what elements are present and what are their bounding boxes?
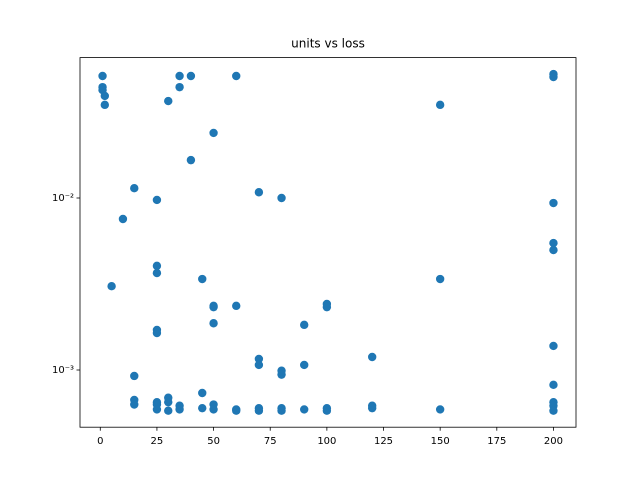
point — [198, 403, 207, 413]
axes-frame — [79, 57, 577, 428]
point — [100, 100, 110, 110]
point — [175, 405, 184, 414]
x-tick-label: 150 — [431, 436, 450, 447]
point — [209, 405, 218, 414]
point — [300, 360, 309, 370]
point — [130, 371, 139, 381]
x-tick-label: 100 — [317, 436, 336, 447]
point — [209, 128, 218, 138]
point — [198, 388, 207, 398]
point — [232, 301, 241, 311]
point — [435, 100, 445, 110]
x-tick-label: 50 — [207, 436, 220, 447]
x-tick-label: 125 — [374, 436, 393, 447]
point — [254, 406, 264, 415]
point — [549, 406, 558, 415]
point — [209, 319, 218, 328]
point — [186, 71, 196, 81]
point — [254, 354, 264, 364]
point — [130, 400, 139, 409]
point — [152, 405, 162, 414]
point — [232, 406, 241, 415]
point — [367, 403, 377, 413]
y-tick-label: 10⁻³ — [52, 365, 74, 376]
point — [300, 405, 309, 414]
point — [254, 360, 264, 370]
point — [152, 268, 162, 278]
point — [549, 380, 558, 390]
point — [107, 282, 116, 291]
point — [198, 274, 207, 284]
point — [549, 341, 558, 351]
x-tick-label: 200 — [544, 436, 563, 447]
point — [98, 71, 107, 81]
point — [164, 397, 173, 407]
point — [277, 193, 286, 203]
point — [164, 96, 173, 106]
point — [322, 302, 332, 312]
point — [549, 245, 558, 255]
point — [277, 370, 286, 379]
point — [300, 320, 309, 330]
point — [232, 71, 241, 81]
point — [118, 214, 128, 224]
point — [209, 302, 218, 312]
point — [435, 405, 445, 414]
point — [186, 155, 196, 165]
chart-title: units vs loss — [291, 37, 365, 51]
point — [152, 195, 162, 205]
point — [152, 328, 162, 338]
y-tick-label: 10⁻² — [52, 193, 74, 204]
point — [100, 91, 110, 101]
point — [549, 238, 558, 248]
point — [322, 406, 332, 415]
point — [549, 198, 558, 208]
x-tick-label: 175 — [487, 436, 506, 447]
point — [549, 72, 558, 82]
point — [164, 406, 173, 415]
point — [435, 274, 445, 284]
x-tick-label: 0 — [97, 436, 103, 447]
x-tick-label: 25 — [151, 436, 164, 447]
point — [152, 261, 162, 271]
point — [254, 188, 264, 197]
point — [130, 184, 139, 193]
x-tick-label: 75 — [264, 436, 277, 447]
point — [175, 82, 184, 92]
point — [367, 352, 377, 362]
point — [277, 406, 286, 415]
point — [175, 71, 184, 81]
